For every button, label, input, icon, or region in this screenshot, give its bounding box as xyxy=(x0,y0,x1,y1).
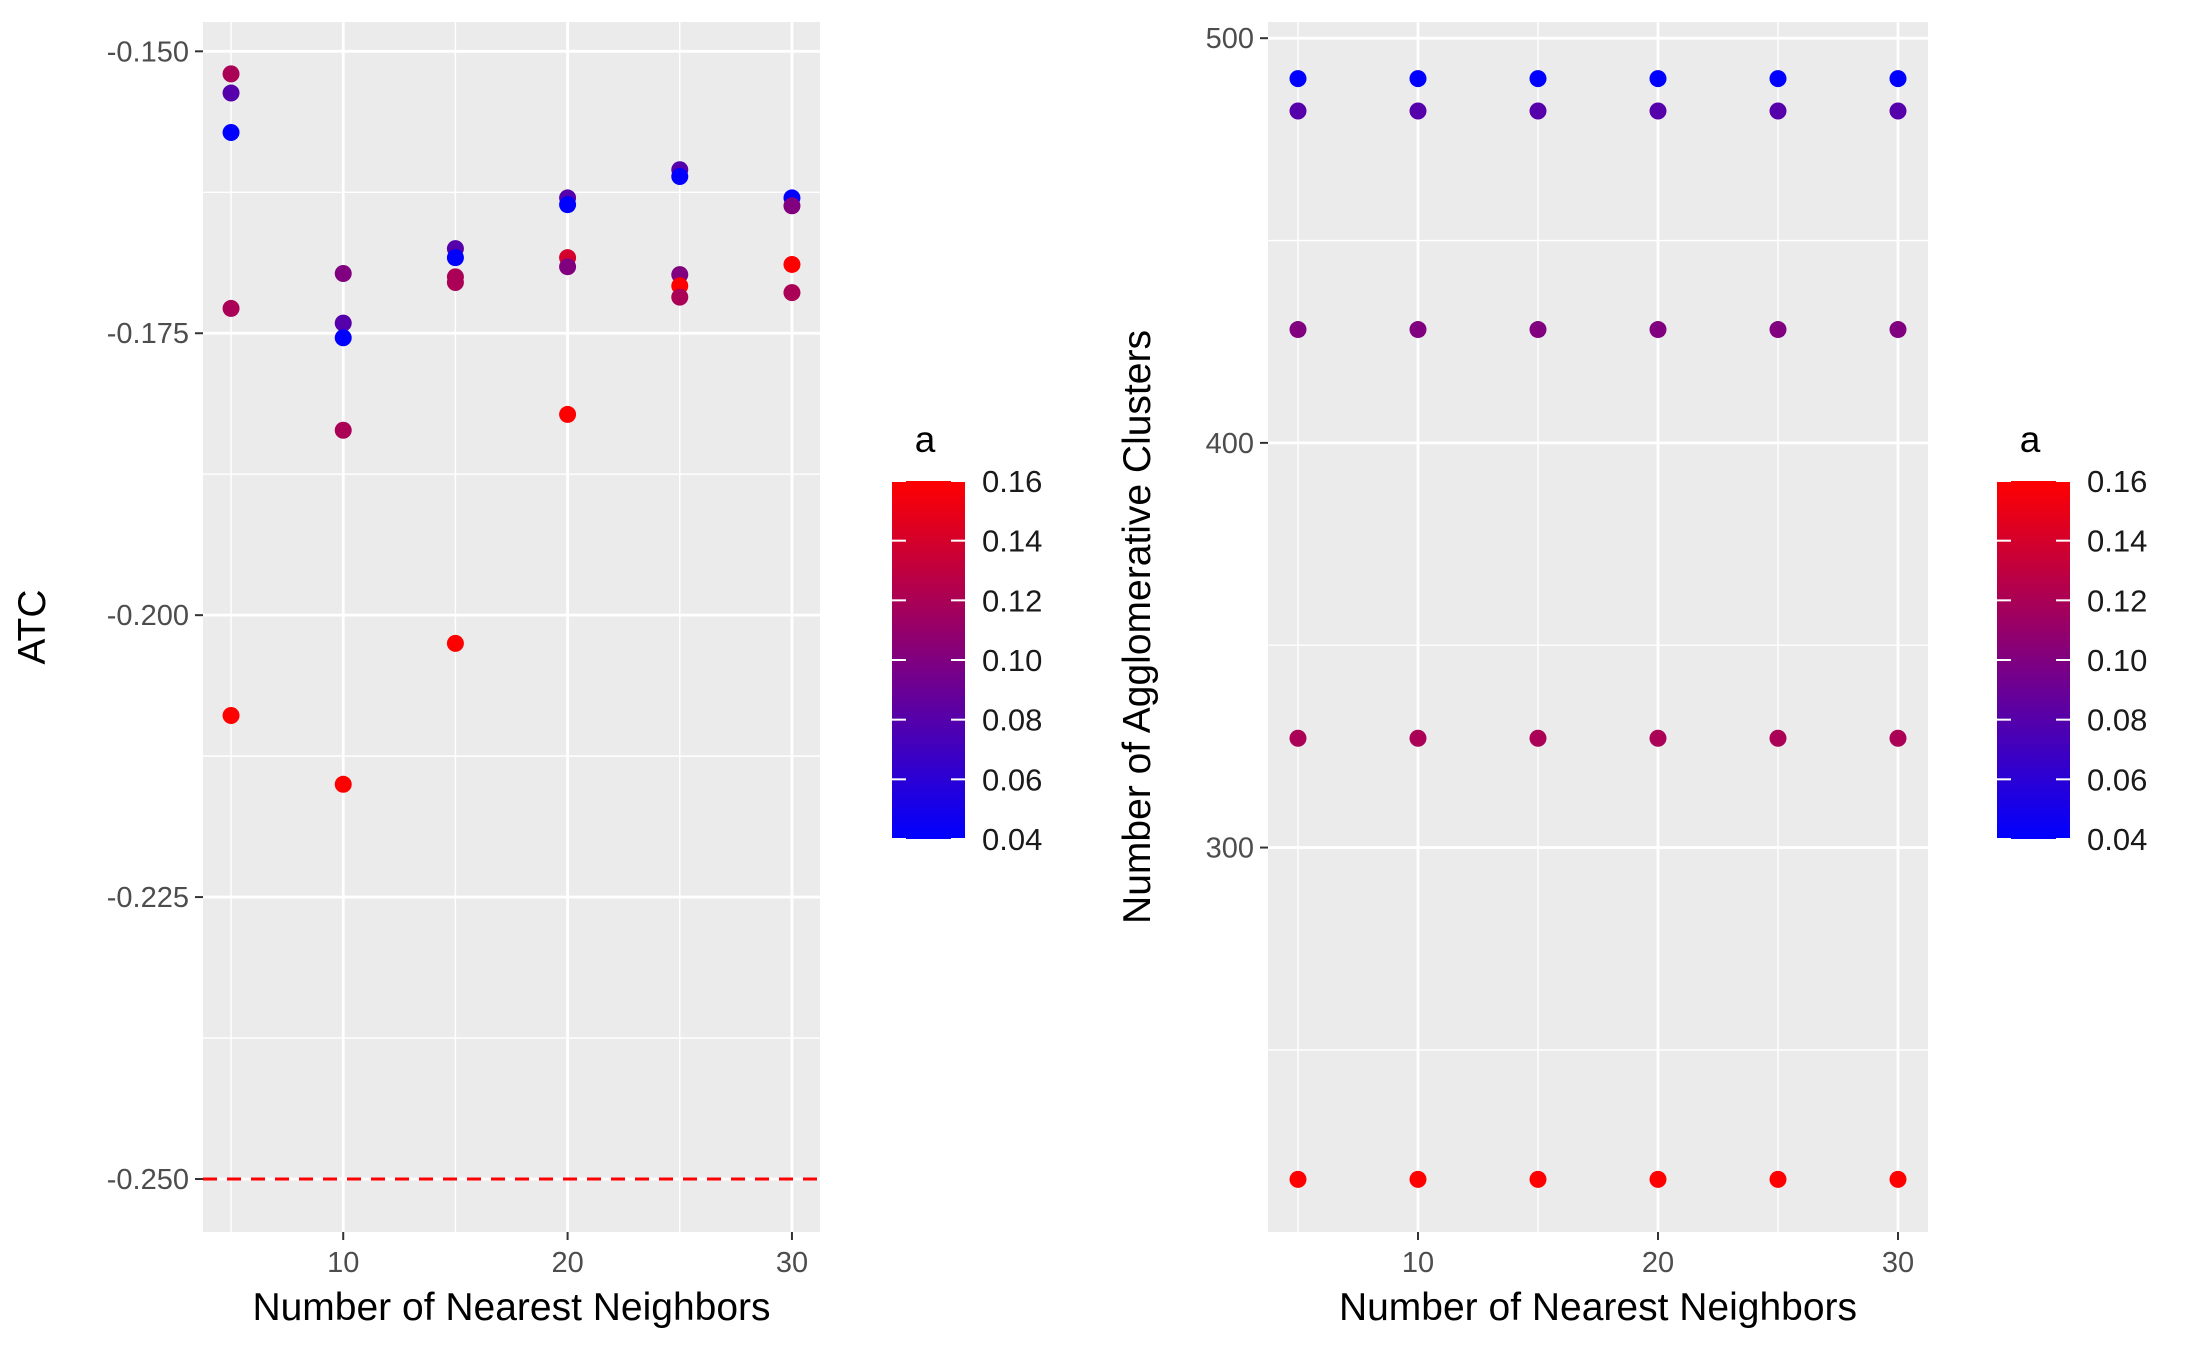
clusters-data-point xyxy=(1409,1170,1427,1188)
atc-data-point xyxy=(222,84,240,102)
y-tick-label: 300 xyxy=(1206,833,1254,865)
clusters-data-point xyxy=(1529,102,1547,120)
x-tick-label: 30 xyxy=(1882,1247,1914,1279)
atc-data-point xyxy=(334,421,352,439)
x-tick-label: 20 xyxy=(1642,1247,1674,1279)
atc-data-point xyxy=(334,775,352,793)
y-tick-label: -0.200 xyxy=(107,600,189,632)
clusters-data-point xyxy=(1289,321,1307,339)
colorbar-tick-label: 0.08 xyxy=(982,703,1042,738)
x-tick-label: 20 xyxy=(551,1247,583,1279)
x-tick-label: 10 xyxy=(1402,1247,1434,1279)
colorbar-tick-label: 0.12 xyxy=(2087,583,2147,618)
clusters-data-point xyxy=(1289,102,1307,120)
plot-background xyxy=(203,22,820,1232)
x-axis-title: Number of Nearest Neighbors xyxy=(252,1286,770,1329)
x-tick-label: 10 xyxy=(327,1247,359,1279)
colorbar-tick-label: 0.14 xyxy=(2087,524,2147,559)
clusters-data-point xyxy=(1649,1170,1667,1188)
colorbar-tick-label: 0.16 xyxy=(982,464,1042,499)
atc-data-point xyxy=(446,273,464,291)
clusters-data-point xyxy=(1529,70,1547,88)
atc-scatter-panel: 10 20 30 -0.250 -0.225 -0.200 -0.175 -0.150 Numb… xyxy=(11,22,820,1329)
clusters-data-point xyxy=(1649,729,1667,747)
y-tick-label: 400 xyxy=(1206,428,1254,460)
colorbar-tick-label: 0.10 xyxy=(982,643,1042,678)
clusters-data-point xyxy=(1289,1170,1307,1188)
atc-data-point xyxy=(334,314,352,332)
clusters-data-point xyxy=(1649,70,1667,88)
y-tick-label: -0.175 xyxy=(107,318,189,350)
colorbar-tick-label: 0.06 xyxy=(2087,762,2147,797)
legend-title: a xyxy=(2020,419,2041,460)
y-axis-title: ATC xyxy=(11,589,54,664)
colorbar-tick-label: 0.10 xyxy=(2087,643,2147,678)
y-tick-label: -0.225 xyxy=(107,882,189,914)
atc-data-point xyxy=(334,329,352,347)
clusters-data-point xyxy=(1529,729,1547,747)
atc-data-point xyxy=(222,707,240,725)
clusters-data-point xyxy=(1529,321,1547,339)
clusters-data-point xyxy=(1769,729,1787,747)
colorbar-tick-label: 0.14 xyxy=(982,524,1042,559)
y-tick-label: -0.150 xyxy=(107,36,189,68)
atc-data-point xyxy=(671,288,689,306)
clusters-data-point xyxy=(1409,321,1427,339)
colorbar-tick-label: 0.12 xyxy=(982,583,1042,618)
atc-data-point xyxy=(559,405,577,423)
atc-data-point xyxy=(222,299,240,317)
clusters-color-legend: a 0.04 0.06 0.08 0.10 0.12 0.14 0.16 xyxy=(1997,419,2147,857)
clusters-data-point xyxy=(1649,321,1667,339)
clusters-data-point xyxy=(1409,102,1427,120)
atc-data-point xyxy=(783,255,801,273)
clusters-data-point xyxy=(1289,729,1307,747)
clusters-data-point xyxy=(1529,1170,1547,1188)
y-tick-label: 500 xyxy=(1206,23,1254,55)
legend-title: a xyxy=(915,419,936,460)
clusters-scatter-panel: 10 20 30 300 400 500 Number of Nearest Neighbo… xyxy=(1116,22,1928,1329)
atc-color-legend: a 0.04 0.06 0.08 0.10 0.12 0.14 0.16 xyxy=(892,419,1042,857)
colorbar-tick-label: 0.04 xyxy=(2087,822,2147,857)
plot-background xyxy=(1268,22,1928,1232)
colorbar-tick-label: 0.08 xyxy=(2087,703,2147,738)
atc-data-point xyxy=(783,197,801,215)
atc-data-point xyxy=(334,264,352,282)
x-axis-title: Number of Nearest Neighbors xyxy=(1339,1286,1857,1329)
clusters-data-point xyxy=(1889,729,1907,747)
clusters-data-point xyxy=(1409,729,1427,747)
atc-data-point xyxy=(222,124,240,142)
clusters-data-point xyxy=(1889,321,1907,339)
colorbar-tick-label: 0.04 xyxy=(982,822,1042,857)
atc-data-point xyxy=(783,284,801,302)
atc-data-point xyxy=(671,167,689,185)
clusters-data-point xyxy=(1769,102,1787,120)
clusters-data-point xyxy=(1409,70,1427,88)
colorbar-tick-label: 0.06 xyxy=(982,762,1042,797)
clusters-data-point xyxy=(1889,1170,1907,1188)
atc-data-point xyxy=(446,249,464,267)
clusters-data-point xyxy=(1889,70,1907,88)
atc-data-point xyxy=(222,65,240,83)
clusters-data-point xyxy=(1769,70,1787,88)
atc-data-point xyxy=(559,196,577,214)
clusters-data-point xyxy=(1649,102,1667,120)
y-tick-label: -0.250 xyxy=(107,1164,189,1196)
clusters-data-point xyxy=(1769,1170,1787,1188)
x-tick-label: 30 xyxy=(776,1247,808,1279)
clusters-data-point xyxy=(1769,321,1787,339)
atc-data-point xyxy=(559,258,577,276)
clusters-data-point xyxy=(1289,70,1307,88)
y-axis-title: Number of Agglomerative Clusters xyxy=(1116,330,1159,924)
atc-data-point xyxy=(446,634,464,652)
clusters-data-point xyxy=(1889,102,1907,120)
colorbar-tick-label: 0.16 xyxy=(2087,464,2147,499)
